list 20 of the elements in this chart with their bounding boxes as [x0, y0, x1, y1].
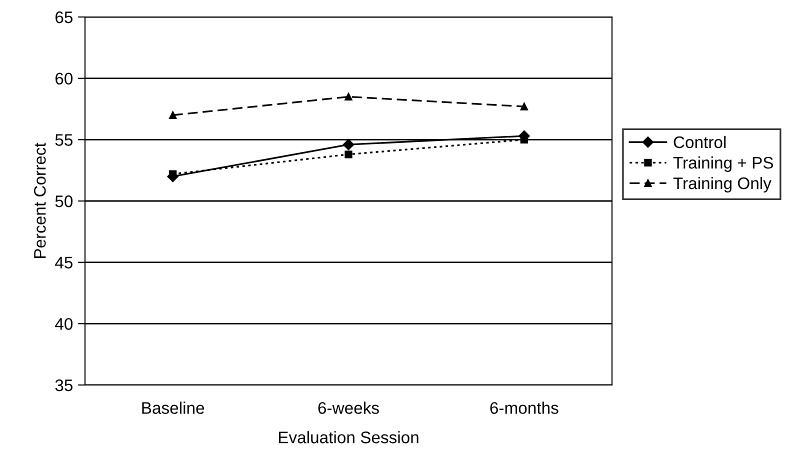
x-tick-label: 6-weeks	[318, 402, 379, 414]
point	[344, 150, 352, 158]
legend-label: Control	[674, 136, 726, 148]
point	[342, 138, 354, 150]
x-tick-label: Baseline	[142, 402, 204, 414]
y-tick-label: 50	[55, 195, 73, 208]
point	[169, 111, 177, 119]
x-tick-label: 6-months	[490, 402, 558, 414]
y-tick-label: 40	[55, 318, 73, 330]
y-tick-label: 45	[55, 256, 72, 269]
y-tick-label: 65	[56, 11, 72, 24]
y-tick-label: 60	[56, 72, 73, 85]
point	[520, 102, 528, 110]
point	[344, 92, 352, 101]
y-axis-title: Percent Correct	[34, 142, 46, 258]
legend-label: Training + PS	[673, 156, 774, 172]
y-tick-label: 55	[55, 134, 72, 146]
legend-label: Training Only	[673, 176, 772, 193]
y-tick-label: 35	[55, 379, 72, 392]
x-axis-title: Evaluation Session	[278, 431, 418, 444]
